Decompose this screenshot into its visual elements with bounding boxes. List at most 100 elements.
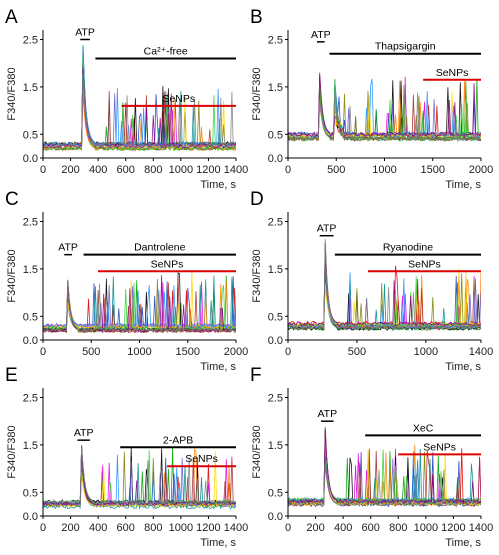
trace-line <box>288 462 481 507</box>
y-tick-label: 1.5 <box>23 82 38 94</box>
y-tick-label: 2.5 <box>268 216 283 228</box>
trace-line <box>43 71 236 148</box>
trace-line <box>43 45 236 147</box>
annotation-label: Ryanodine <box>383 242 433 254</box>
y-tick-label: 1.5 <box>268 82 283 94</box>
x-tick-label: 0 <box>40 346 46 358</box>
panel-letter: C <box>5 189 19 210</box>
x-tick-label: 0 <box>40 164 46 176</box>
annotation-label: ATP <box>58 242 78 254</box>
annotation-label: SeNPs <box>408 258 441 270</box>
x-tick-label: 0 <box>285 346 291 358</box>
y-axis-label: F340/F380 <box>251 425 263 478</box>
trace-line <box>43 459 236 510</box>
annotation-label: SeNPs <box>423 441 456 453</box>
y-tick-label: 1.5 <box>268 440 283 452</box>
y-tick-label: 2.5 <box>23 216 38 228</box>
trace-line <box>43 74 236 149</box>
y-tick-label: 2.5 <box>23 34 38 46</box>
x-tick-label: 800 <box>389 522 407 534</box>
y-tick-label: 0.0 <box>268 335 283 347</box>
traces <box>43 271 236 334</box>
x-tick-label: 400 <box>89 522 107 534</box>
annotation-label: Thapsigargin <box>375 41 436 53</box>
x-tick-label: 1000 <box>414 522 438 534</box>
annotation-label: ATP <box>75 26 95 38</box>
y-tick-label: 1.5 <box>23 264 38 276</box>
x-tick-label: 1000 <box>169 164 193 176</box>
annotation-label: SeNPs <box>162 93 195 105</box>
trace-line <box>43 57 236 152</box>
x-tick-label: 600 <box>362 522 380 534</box>
x-tick-label: 2000 <box>224 346 248 358</box>
annotation-label: SeNPs <box>436 67 469 79</box>
trace-line <box>288 268 481 328</box>
y-tick-label: 0.5 <box>268 311 283 323</box>
panel-letter: B <box>250 7 263 28</box>
y-tick-label: 2.5 <box>23 392 38 404</box>
trace-line <box>43 450 236 505</box>
y-tick-label: 0.0 <box>23 153 38 165</box>
trace-line <box>43 54 236 147</box>
annotation-label: Dantrolene <box>134 242 186 254</box>
trace-line <box>288 429 481 505</box>
trace-line <box>43 45 236 151</box>
trace-line <box>43 67 236 149</box>
trace-line <box>43 285 236 329</box>
trace-line <box>288 253 481 329</box>
panel-letter: F <box>250 365 262 386</box>
y-axis-label: F340/F380 <box>6 249 18 302</box>
panel-d: 0.0 0.5 1.5 2.5 0 500 1000 1400 Time, s F340/F380… <box>250 189 493 373</box>
x-tick-label: 1500 <box>421 164 445 176</box>
x-tick-label: 1000 <box>127 346 151 358</box>
y-tick-label: 0.0 <box>268 511 283 523</box>
annotation-label: SeNPs <box>151 258 184 270</box>
y-axis-label: F340/F380 <box>6 67 18 120</box>
traces <box>288 426 481 508</box>
x-axis-label: Time, s <box>200 537 236 549</box>
x-tick-label: 1200 <box>196 522 220 534</box>
x-tick-label: 500 <box>327 164 345 176</box>
annotation-label: XeC <box>413 422 434 434</box>
y-tick-label: 0.5 <box>268 487 283 499</box>
x-axis-label: Time, s <box>445 179 481 191</box>
trace-line <box>288 246 481 328</box>
panel-e: 0.0 0.5 1.5 2.5 0 200 400 600 800 1000 1200 1400 Tim… <box>5 365 248 549</box>
x-tick-label: 600 <box>117 164 135 176</box>
y-tick-label: 0.5 <box>23 487 38 499</box>
panel-b: 0.0 0.5 1.5 2.5 0 500 1000 1500 2000 Time, s F340/… <box>250 7 493 191</box>
traces <box>288 72 481 143</box>
y-tick-label: 0.0 <box>268 153 283 165</box>
panel-a: 0.0 0.5 1.5 2.5 0 200 400 600 800 1000 1200 1400 Tim… <box>5 7 248 191</box>
x-tick-label: 400 <box>334 522 352 534</box>
x-tick-label: 500 <box>348 346 366 358</box>
traces <box>288 239 481 332</box>
x-tick-label: 0 <box>40 522 46 534</box>
x-tick-label: 2000 <box>469 164 493 176</box>
trace-line <box>43 52 236 151</box>
panel-letter: E <box>5 365 18 386</box>
trace-line <box>288 92 481 141</box>
y-tick-label: 0.5 <box>268 129 283 141</box>
x-tick-label: 1500 <box>176 346 200 358</box>
traces <box>43 45 236 152</box>
x-tick-label: 500 <box>82 346 100 358</box>
trace-line <box>43 63 236 147</box>
annotation-label: ATP <box>317 223 337 235</box>
trace-line <box>288 81 481 143</box>
x-tick-label: 200 <box>61 522 79 534</box>
traces <box>43 445 236 510</box>
trace-line <box>43 282 236 333</box>
x-tick-label: 1200 <box>196 164 220 176</box>
x-tick-label: 1200 <box>441 522 465 534</box>
trace-line <box>43 49 236 147</box>
y-tick-label: 0.0 <box>23 511 38 523</box>
x-tick-label: 800 <box>144 164 162 176</box>
x-tick-label: 1400 <box>224 522 248 534</box>
x-tick-label: 1000 <box>414 346 438 358</box>
panel-f: 0.0 0.5 1.5 2.5 0 200 400 600 800 1000 1200 1400 Tim… <box>250 365 493 549</box>
y-tick-label: 1.5 <box>268 264 283 276</box>
trace-line <box>43 445 236 505</box>
x-axis-label: Time, s <box>200 361 236 373</box>
